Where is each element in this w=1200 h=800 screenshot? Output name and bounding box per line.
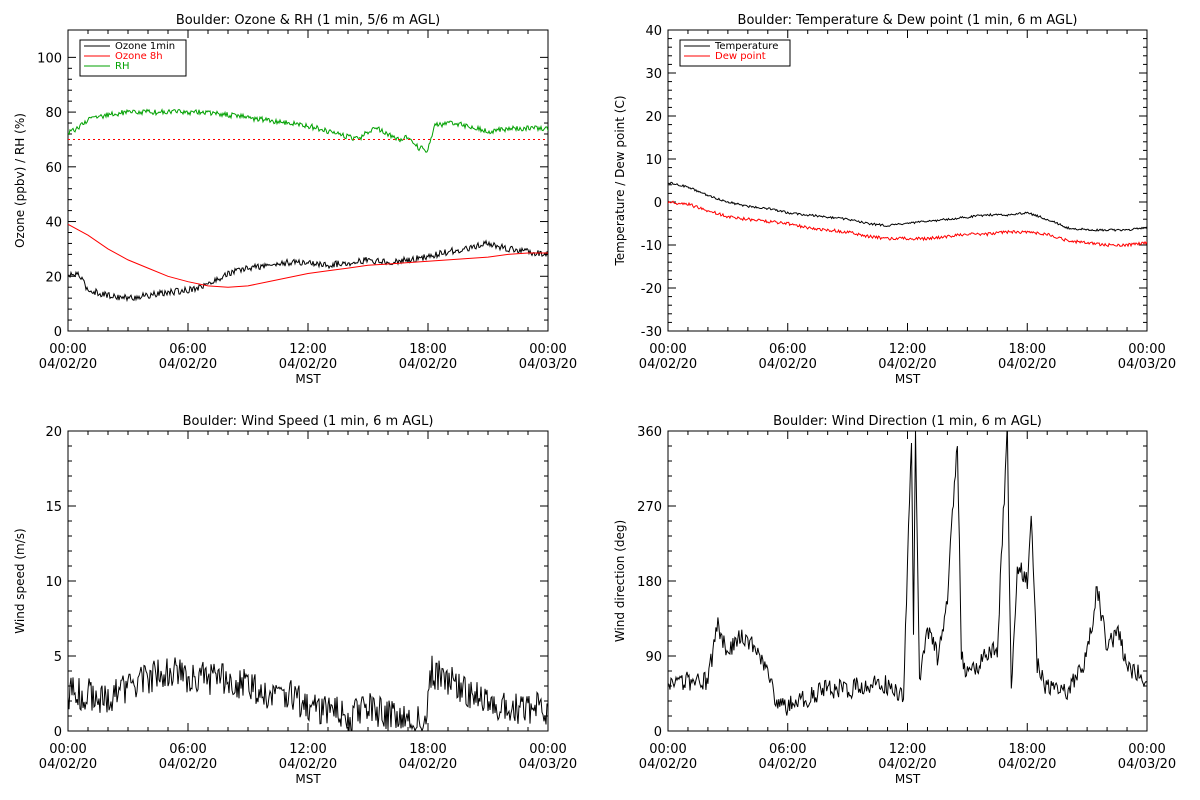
x-tick-time: 06:00 — [169, 742, 206, 757]
series-line-1 — [668, 181, 1147, 232]
y-tick-label: 270 — [637, 500, 662, 515]
chart-panel-3: Boulder: Wind Speed (1 min, 6 m AGL) 0 5 10… — [13, 414, 577, 786]
x-tick-date: 04/02/20 — [639, 357, 697, 372]
x-tick-date: 04/02/20 — [39, 757, 97, 772]
y-tick-label: 100 — [37, 51, 62, 66]
series-line-1 — [68, 239, 548, 303]
x-axis-label: MST — [295, 772, 321, 786]
y-tick-label: -30 — [641, 325, 662, 340]
x-tick-date: 04/03/20 — [1118, 357, 1176, 372]
x-tick-date: 04/02/20 — [878, 357, 936, 372]
y-axis-label: Wind speed (m/s) — [13, 528, 27, 633]
x-tick-date: 04/02/20 — [998, 357, 1056, 372]
x-tick-time: 12:00 — [289, 342, 326, 357]
series-line-2 — [68, 223, 548, 288]
chart-panel-4: Boulder: Wind Direction (1 min, 6 m AGL)… — [613, 414, 1176, 786]
plot-frame — [667, 29, 1148, 332]
legend-entry: RH — [115, 61, 129, 72]
x-tick-time: 00:00 — [1128, 342, 1165, 357]
y-tick-label: 80 — [45, 106, 62, 121]
series-line-1 — [68, 655, 548, 731]
y-tick-label: 5 — [54, 650, 62, 665]
x-tick-time: 18:00 — [409, 342, 446, 357]
x-tick-date: 04/02/20 — [639, 757, 697, 772]
x-tick-time: 06:00 — [169, 342, 206, 357]
x-tick-time: 06:00 — [769, 342, 806, 357]
x-tick-time: 18:00 — [1009, 742, 1046, 757]
x-tick-date: 04/02/20 — [998, 757, 1056, 772]
y-tick-label: 0 — [54, 325, 62, 340]
x-tick-time: 00:00 — [1128, 742, 1165, 757]
y-tick-label: 10 — [645, 153, 662, 168]
chart-title: Boulder: Wind Direction (1 min, 6 m AGL) — [773, 414, 1042, 429]
legend-entry: Ozone 8h — [115, 51, 163, 62]
x-tick-date: 04/02/20 — [279, 357, 337, 372]
y-tick-label: 40 — [45, 216, 62, 231]
x-tick-time: 12:00 — [889, 342, 926, 357]
y-tick-label: 180 — [637, 575, 662, 590]
y-tick-label: 60 — [45, 161, 62, 176]
x-axis-label: MST — [895, 372, 921, 386]
x-tick-date: 04/02/20 — [159, 357, 217, 372]
x-tick-time: 18:00 — [1009, 342, 1046, 357]
x-tick-date: 04/02/20 — [759, 757, 817, 772]
x-tick-time: 00:00 — [529, 342, 566, 357]
x-tick-date: 04/02/20 — [759, 357, 817, 372]
x-axis-label: MST — [895, 772, 921, 786]
x-tick-time: 06:00 — [769, 742, 806, 757]
x-tick-time: 00:00 — [649, 342, 686, 357]
series-line-2 — [668, 200, 1147, 248]
chart-title: Boulder: Temperature & Dew point (1 min,… — [738, 13, 1078, 28]
x-tick-time: 12:00 — [889, 742, 926, 757]
y-tick-label: 90 — [645, 650, 662, 665]
y-axis-label: Wind direction (deg) — [613, 520, 627, 642]
x-tick-date: 04/02/20 — [399, 357, 457, 372]
x-tick-time: 00:00 — [649, 742, 686, 757]
x-tick-date: 04/02/20 — [159, 757, 217, 772]
chart-panel-1: Boulder: Ozone & RH (1 min, 5/6 m AGL) 0 2… — [13, 13, 577, 386]
x-tick-time: 00:00 — [49, 742, 86, 757]
x-tick-time: 00:00 — [49, 342, 86, 357]
y-tick-label: -10 — [641, 239, 662, 254]
legend-box — [679, 39, 791, 67]
y-tick-label: 40 — [645, 24, 662, 39]
x-tick-date: 04/02/20 — [878, 757, 936, 772]
y-axis-label: Ozone (ppbv) / RH (%) — [13, 113, 27, 248]
series-line-3 — [68, 108, 548, 153]
x-tick-date: 04/02/20 — [399, 757, 457, 772]
y-tick-label: 20 — [45, 425, 62, 440]
y-tick-label: 30 — [645, 67, 662, 82]
y-tick-label: 20 — [645, 110, 662, 125]
y-axis-label: Temperature / Dew point (C) — [613, 95, 627, 266]
legend-entry: Temperature — [714, 41, 778, 52]
x-tick-date: 04/02/20 — [279, 757, 337, 772]
x-tick-date: 04/03/20 — [519, 757, 577, 772]
series-line-1 — [668, 431, 1147, 716]
y-tick-label: 360 — [637, 425, 662, 440]
x-tick-date: 04/03/20 — [1118, 757, 1176, 772]
y-tick-label: 0 — [654, 725, 662, 740]
x-axis-label: MST — [295, 372, 321, 386]
x-tick-date: 04/02/20 — [39, 357, 97, 372]
x-tick-time: 12:00 — [289, 742, 326, 757]
chart-panel-2: Boulder: Temperature & Dew point (1 min,… — [613, 13, 1176, 386]
x-tick-date: 04/03/20 — [519, 357, 577, 372]
y-tick-label: 0 — [654, 196, 662, 211]
chart-title: Boulder: Ozone & RH (1 min, 5/6 m AGL) — [176, 13, 440, 28]
y-tick-label: 20 — [45, 270, 62, 285]
plot-frame — [67, 430, 549, 732]
legend-entry: Ozone 1min — [115, 41, 175, 52]
x-tick-time: 18:00 — [409, 742, 446, 757]
chart-title: Boulder: Wind Speed (1 min, 6 m AGL) — [183, 414, 434, 429]
y-tick-label: 15 — [45, 500, 62, 515]
legend-entry: Dew point — [715, 51, 766, 62]
y-tick-label: 10 — [45, 575, 62, 590]
y-tick-label: 0 — [54, 725, 62, 740]
y-tick-label: -20 — [641, 282, 662, 297]
x-tick-time: 00:00 — [529, 742, 566, 757]
